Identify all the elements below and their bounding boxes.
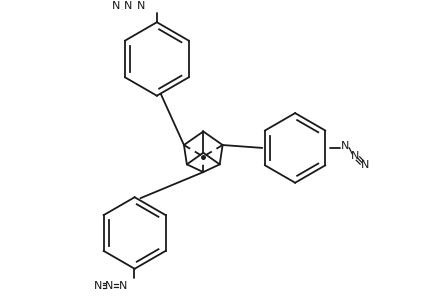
Text: N: N <box>137 1 146 11</box>
Text: N: N <box>119 281 127 291</box>
Text: N: N <box>360 160 369 170</box>
Text: N: N <box>112 1 121 11</box>
Text: N: N <box>94 281 102 291</box>
Text: N: N <box>124 1 132 11</box>
Text: N: N <box>351 151 359 161</box>
Text: N: N <box>105 281 114 291</box>
Text: N: N <box>341 141 349 151</box>
